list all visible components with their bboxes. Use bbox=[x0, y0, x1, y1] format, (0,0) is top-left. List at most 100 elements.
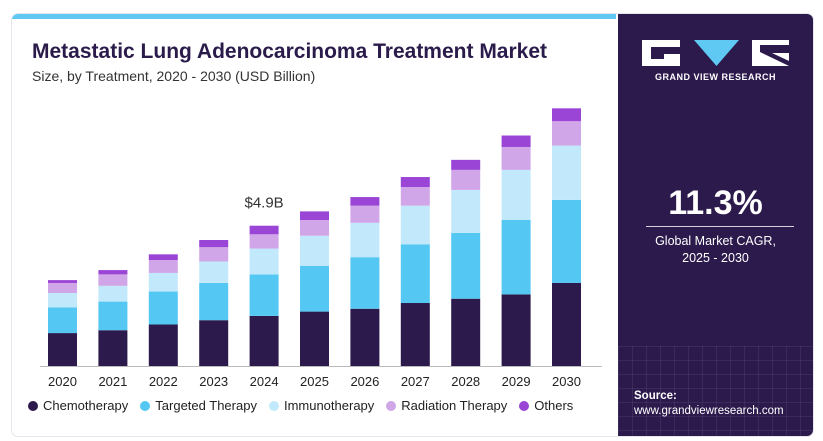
bar-2029-targeted-therapy bbox=[501, 219, 531, 295]
bar-2026-chemotherapy bbox=[350, 308, 380, 366]
legend-swatch-radiation-therapy bbox=[386, 400, 397, 411]
bar-2025-chemotherapy bbox=[300, 311, 329, 366]
x-tick-label-2024: 2024 bbox=[250, 374, 279, 389]
x-tick-label-2030: 2030 bbox=[552, 374, 581, 389]
x-tick-label-2020: 2020 bbox=[48, 374, 77, 389]
bar-2022-targeted-therapy bbox=[148, 291, 178, 325]
cagr-value: 11.3% bbox=[668, 184, 763, 222]
legend-swatch-targeted-therapy bbox=[140, 400, 151, 411]
legend-label-others: Others bbox=[534, 398, 574, 413]
bar-2025-others bbox=[300, 211, 329, 220]
bar-2021-targeted-therapy bbox=[98, 301, 128, 331]
bar-2024-targeted-therapy bbox=[249, 274, 279, 316]
accent-bar bbox=[12, 14, 616, 19]
x-tick-label-2027: 2027 bbox=[401, 374, 430, 389]
bar-2028-chemotherapy bbox=[451, 298, 481, 366]
chart-title: Metastatic Lung Adenocarcinoma Treatment… bbox=[32, 40, 548, 63]
chart-card: Metastatic Lung Adenocarcinoma Treatment… bbox=[12, 14, 813, 436]
bar-2025-targeted-therapy bbox=[300, 265, 329, 312]
legend-swatch-immunotherapy bbox=[268, 400, 279, 411]
source-label: Source: bbox=[634, 390, 677, 402]
bar-2027-immunotherapy bbox=[400, 205, 430, 245]
bar-2020-targeted-therapy bbox=[48, 307, 77, 334]
bar-2029-immunotherapy bbox=[501, 169, 531, 220]
source-note: Source: www.grandviewresearch.com bbox=[634, 389, 784, 419]
bar-2020-radiation-therapy bbox=[48, 282, 77, 293]
bar-2028-others bbox=[451, 159, 481, 170]
bar-2028-immunotherapy bbox=[451, 189, 481, 233]
bar-2029-others bbox=[501, 135, 531, 147]
source-link[interactable]: www.grandviewresearch.com bbox=[634, 405, 784, 417]
cagr-divider bbox=[646, 226, 794, 227]
bar-2020-chemotherapy bbox=[48, 333, 77, 366]
cagr-label-line2: 2025 - 2030 bbox=[682, 251, 749, 265]
x-tick-label-2026: 2026 bbox=[350, 374, 379, 389]
bar-2030-chemotherapy bbox=[552, 282, 581, 366]
legend-item-chemotherapy: Chemotherapy bbox=[28, 398, 128, 413]
bar-2028-radiation-therapy bbox=[451, 169, 481, 190]
chart-subtitle: Size, by Treatment, 2020 - 2030 (USD Bil… bbox=[32, 68, 316, 84]
bar-2030-radiation-therapy bbox=[552, 121, 581, 146]
legend-label-chemotherapy: Chemotherapy bbox=[43, 398, 129, 413]
x-tick-label-2023: 2023 bbox=[199, 374, 228, 389]
bar-2021-immunotherapy bbox=[98, 285, 128, 302]
bar-2029-chemotherapy bbox=[501, 294, 531, 366]
x-tick-label-2028: 2028 bbox=[451, 374, 480, 389]
bar-2026-targeted-therapy bbox=[350, 257, 380, 309]
bar-2021-radiation-therapy bbox=[98, 274, 128, 286]
bar-2027-radiation-therapy bbox=[400, 187, 430, 206]
bar-2022-others bbox=[148, 254, 178, 261]
bar-2027-targeted-therapy bbox=[400, 244, 430, 304]
legend-label-immunotherapy: Immunotherapy bbox=[283, 398, 375, 413]
bar-2030-others bbox=[552, 108, 581, 122]
legend-swatch-chemotherapy bbox=[28, 400, 38, 411]
bar-2029-radiation-therapy bbox=[501, 146, 531, 170]
bar-2022-chemotherapy bbox=[148, 324, 178, 366]
legend-item-immunotherapy: Immunotherapy bbox=[268, 398, 375, 413]
legend-label-radiation-therapy: Radiation Therapy bbox=[401, 398, 508, 413]
x-tick-label-2022: 2022 bbox=[149, 374, 178, 389]
bar-2023-targeted-therapy bbox=[199, 282, 229, 321]
bar-2024-radiation-therapy bbox=[249, 234, 279, 249]
legend-swatch-others bbox=[519, 400, 530, 411]
bar-2026-others bbox=[350, 197, 380, 206]
bar-2026-immunotherapy bbox=[350, 222, 380, 258]
bar-2026-radiation-therapy bbox=[350, 205, 380, 223]
bar-2022-immunotherapy bbox=[148, 272, 178, 292]
bar-2027-chemotherapy bbox=[400, 303, 430, 366]
bar-2024-immunotherapy bbox=[249, 248, 279, 275]
chart-legend: Chemotherapy Targeted Therapy Immunotherap… bbox=[28, 398, 585, 413]
cagr-label: Global Market CAGR, 2025 - 2030 bbox=[618, 233, 813, 267]
bar-2028-targeted-therapy bbox=[451, 232, 481, 299]
legend-item-others: Others bbox=[519, 398, 573, 413]
x-tick-label-2021: 2021 bbox=[98, 374, 127, 389]
info-panel: GRAND VIEW RESEARCH 11.3% Global Market … bbox=[618, 14, 813, 436]
x-tick-label-2025: 2025 bbox=[300, 374, 329, 389]
bar-2030-targeted-therapy bbox=[552, 199, 581, 283]
bar-2024-chemotherapy bbox=[249, 315, 279, 366]
x-tick-label-2029: 2029 bbox=[502, 374, 531, 389]
bar-2030-immunotherapy bbox=[552, 145, 581, 200]
cagr-label-line1: Global Market CAGR, bbox=[655, 234, 776, 248]
bar-2027-others bbox=[400, 177, 430, 188]
grand-view-research-logo bbox=[642, 40, 789, 66]
bar-2023-immunotherapy bbox=[199, 261, 229, 283]
bar-2021-others bbox=[98, 270, 128, 275]
bar-2025-radiation-therapy bbox=[300, 219, 329, 236]
bar-2020-others bbox=[48, 280, 77, 283]
bar-2021-chemotherapy bbox=[98, 330, 128, 366]
legend-item-radiation-therapy: Radiation Therapy bbox=[386, 398, 507, 413]
panel-grid-pattern bbox=[618, 346, 813, 436]
brand-name: GRAND VIEW RESEARCH bbox=[654, 72, 776, 82]
bar-2023-others bbox=[199, 240, 229, 248]
bar-2023-radiation-therapy bbox=[199, 247, 229, 262]
stacked-bar-chart: 2020 2021 2022 2023 2024 $4.9B 2025 2026 2027 202… bbox=[40, 108, 602, 389]
bar-2020-immunotherapy bbox=[48, 292, 77, 308]
data-label-2024: $4.9B bbox=[244, 195, 283, 212]
bar-2022-radiation-therapy bbox=[148, 260, 178, 273]
legend-label-targeted-therapy: Targeted Therapy bbox=[155, 398, 257, 413]
bar-2023-chemotherapy bbox=[199, 320, 229, 366]
legend-item-targeted-therapy: Targeted Therapy bbox=[140, 398, 257, 413]
bar-2025-immunotherapy bbox=[300, 235, 329, 266]
bar-2024-others bbox=[249, 225, 279, 235]
